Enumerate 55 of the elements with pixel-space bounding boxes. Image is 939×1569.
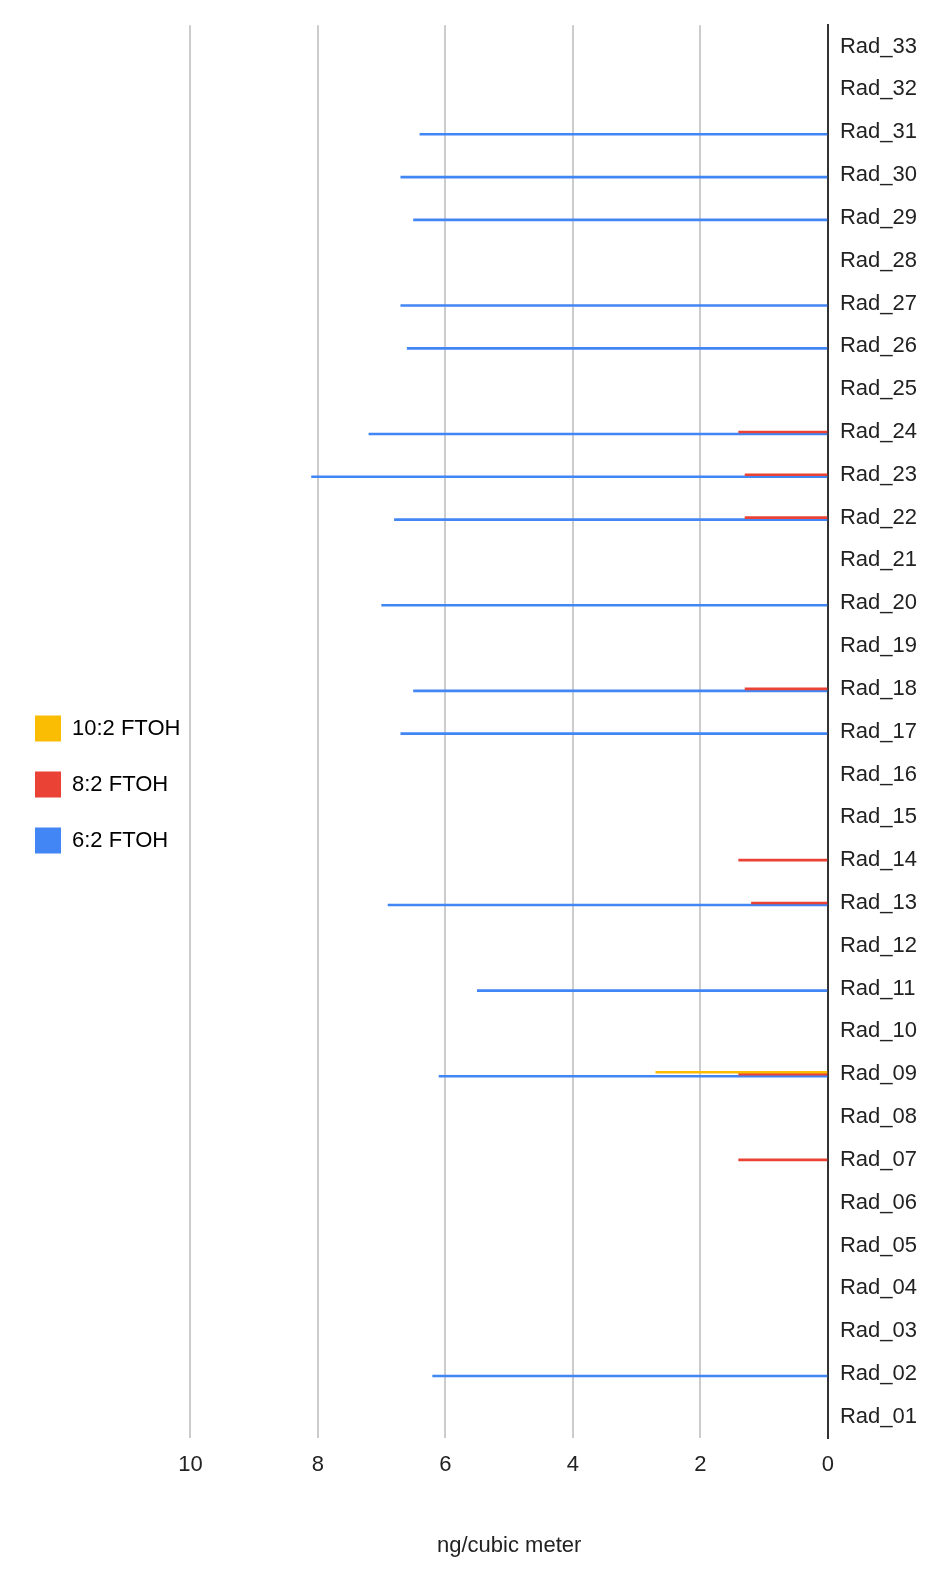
y-tick-label: Rad_17 [839, 717, 918, 743]
x-tick-label: 0 [821, 1451, 835, 1477]
y-tick-label: Rad_16 [839, 760, 918, 786]
y-tick-label: Rad_24 [839, 418, 918, 444]
y-tick-label: Rad_13 [839, 889, 918, 915]
y-tick-label: Rad_12 [839, 931, 918, 957]
x-tick-label: 2 [694, 1451, 707, 1477]
y-tick-label: Rad_09 [839, 1060, 918, 1086]
bar [400, 732, 828, 736]
y-tick-label: Rad_27 [839, 289, 918, 315]
x-tick-label: 8 [311, 1451, 325, 1477]
y-tick-label: Rad_06 [839, 1188, 918, 1214]
y-tick-label: Rad_18 [839, 674, 918, 700]
y-tick-label: Rad_19 [839, 632, 918, 658]
legend-label: 8:2 FTOH [72, 770, 169, 796]
bar [311, 475, 828, 479]
y-tick-label: Rad_32 [839, 75, 918, 101]
bar [394, 518, 828, 521]
y-tick-label: Rad_30 [839, 161, 918, 187]
y-tick-label: Rad_33 [839, 32, 918, 58]
x-tick-label: 4 [566, 1451, 580, 1477]
bar [438, 1074, 828, 1078]
y-tick-label: Rad_08 [839, 1103, 918, 1129]
y-tick-label: Rad_21 [839, 546, 918, 572]
y-tick-label: Rad_28 [839, 246, 918, 272]
y-tick-label: Rad_14 [839, 846, 918, 872]
y-tick-label: Rad_26 [839, 332, 918, 358]
y-tick-label: Rad_23 [839, 460, 918, 486]
y-tick-label: Rad_25 [839, 375, 918, 401]
legend-label: 6:2 FTOH [72, 826, 169, 852]
bar [476, 989, 828, 992]
x-tick-label: 10 [178, 1451, 203, 1477]
x-axis-title: ng/cubic meter [437, 1531, 582, 1557]
bar [419, 132, 828, 136]
bar [744, 516, 828, 519]
bar [744, 473, 828, 477]
y-tick-label: Rad_10 [839, 1017, 918, 1043]
y-tick-label: Rad_20 [839, 589, 918, 615]
bar [655, 1070, 828, 1074]
y-tick-label: Rad_07 [839, 1145, 918, 1171]
y-tick-label: Rad_31 [839, 118, 918, 144]
y-tick-label: Rad_03 [839, 1317, 918, 1343]
bar [406, 347, 828, 350]
bar [381, 603, 828, 607]
y-tick-label: Rad_15 [839, 803, 918, 829]
y-tick-label: Rad_11 [839, 974, 916, 1000]
legend-label: 10:2 FTOH [72, 714, 181, 740]
y-tick-label: Rad_22 [839, 503, 918, 529]
y-tick-label: Rad_01 [839, 1402, 918, 1428]
bar [400, 304, 828, 307]
y-tick-label: Rad_29 [839, 203, 918, 229]
y-tick-label: Rad_02 [839, 1360, 918, 1386]
x-tick-label: 6 [439, 1451, 452, 1477]
y-tick-label: Rad_04 [839, 1274, 918, 1300]
y-tick-label: Rad_05 [839, 1231, 918, 1257]
